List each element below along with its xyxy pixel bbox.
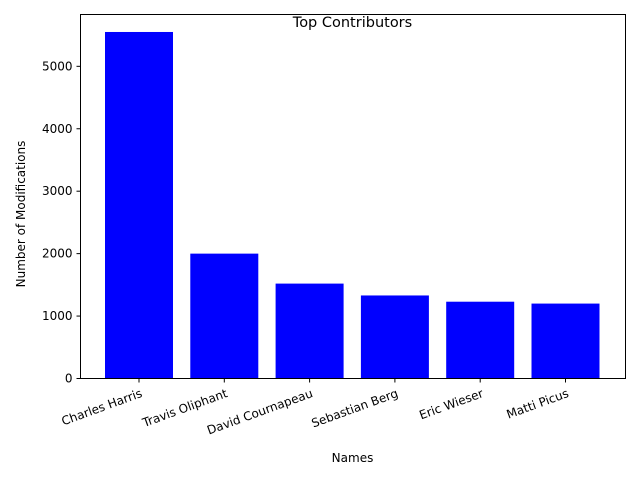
chart-title: Top Contributors: [292, 15, 412, 31]
y-tick-label-0: 0: [65, 372, 73, 386]
y-axis-label: Number of Modifications: [14, 141, 28, 288]
bar-2: [275, 283, 344, 379]
x-tick-label-3: Sebastian Berg: [310, 386, 400, 430]
plot-frame: [80, 14, 626, 379]
y-tick-label-5: 5000: [42, 59, 73, 73]
y-tick-label-2: 2000: [42, 247, 73, 261]
x-axis-label: Names: [332, 451, 374, 465]
y-tick-label-1: 1000: [42, 309, 73, 323]
x-tick-label-4: Eric Wieser: [417, 386, 485, 422]
y-tick-label-4: 4000: [42, 122, 73, 136]
x-tick-label-0: Charles Harris: [60, 386, 144, 428]
bar-3: [360, 295, 429, 379]
bar-5: [531, 303, 600, 379]
bar-1: [190, 253, 259, 379]
bar-4: [446, 301, 515, 379]
x-tick-label-5: Matti Picus: [505, 386, 571, 421]
y-axis: 0 1000 2000 3000 4000 5000: [42, 59, 81, 386]
bar-0: [105, 31, 173, 379]
bars-group: [105, 31, 600, 379]
y-tick-label-3: 3000: [42, 184, 73, 198]
